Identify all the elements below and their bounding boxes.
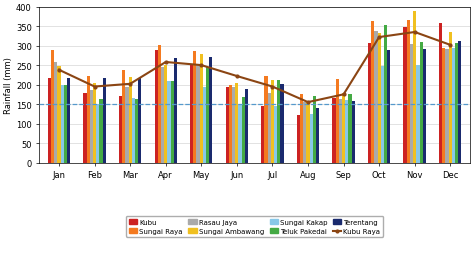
Bar	[374, 32, 377, 163]
Bar	[449, 33, 452, 163]
Bar	[197, 66, 200, 163]
Bar	[210, 57, 212, 163]
Bar	[61, 85, 64, 163]
Bar	[458, 42, 462, 163]
Bar	[274, 107, 277, 163]
Bar	[242, 98, 245, 163]
Bar	[313, 97, 316, 163]
Bar	[57, 67, 61, 163]
Bar	[384, 26, 387, 163]
Bar	[158, 46, 161, 163]
Bar	[277, 81, 281, 163]
Bar	[387, 51, 390, 163]
Bar	[316, 108, 319, 163]
Bar	[200, 55, 203, 163]
Bar	[423, 50, 426, 163]
Bar	[268, 94, 271, 163]
Bar	[64, 86, 67, 163]
Bar	[368, 43, 371, 163]
Bar	[442, 48, 446, 163]
Bar	[245, 90, 248, 163]
Bar	[410, 44, 413, 163]
Bar	[416, 66, 419, 163]
Bar	[206, 68, 210, 163]
Bar	[339, 100, 342, 163]
Bar	[238, 105, 242, 163]
Bar	[135, 100, 138, 163]
Bar	[138, 78, 141, 163]
Bar	[171, 81, 174, 163]
Bar	[226, 87, 229, 163]
Bar	[203, 87, 206, 163]
Bar	[51, 51, 54, 163]
Bar	[371, 22, 374, 163]
Bar	[455, 43, 458, 163]
Bar	[100, 100, 102, 163]
Bar	[119, 97, 122, 163]
Bar	[407, 21, 410, 163]
Legend: Kubu, Sungai Raya, Rasau Jaya, Sungai Ambawang, Sungai Kakap, Teluk Pakedai, Ter: Kubu, Sungai Raya, Rasau Jaya, Sungai Am…	[126, 216, 383, 237]
Bar	[381, 67, 384, 163]
Bar	[128, 77, 132, 163]
Bar	[261, 107, 264, 163]
Bar	[164, 66, 167, 163]
Bar	[377, 34, 381, 163]
Bar	[232, 87, 235, 163]
Bar	[452, 48, 455, 163]
Y-axis label: Rainfall (mm): Rainfall (mm)	[4, 57, 13, 114]
Bar	[342, 94, 345, 163]
Bar	[161, 68, 164, 163]
Bar	[96, 105, 100, 163]
Bar	[281, 85, 283, 163]
Bar	[403, 28, 407, 163]
Bar	[125, 87, 128, 163]
Bar	[264, 77, 268, 163]
Bar	[102, 78, 106, 163]
Bar	[174, 59, 177, 163]
Bar	[235, 83, 238, 163]
Bar	[83, 94, 87, 163]
Bar	[271, 81, 274, 163]
Bar	[167, 81, 171, 163]
Bar	[54, 63, 57, 163]
Bar	[345, 101, 348, 163]
Bar	[310, 114, 313, 163]
Bar	[439, 24, 442, 163]
Bar	[67, 78, 70, 163]
Bar	[229, 85, 232, 163]
Bar	[190, 66, 193, 163]
Bar	[446, 50, 449, 163]
Bar	[87, 77, 90, 163]
Bar	[48, 78, 51, 163]
Bar	[413, 11, 416, 163]
Bar	[306, 102, 310, 163]
Bar	[336, 80, 339, 163]
Bar	[303, 103, 306, 163]
Bar	[348, 95, 352, 163]
Bar	[90, 91, 93, 163]
Bar	[332, 99, 336, 163]
Bar	[419, 43, 423, 163]
Bar	[122, 71, 125, 163]
Bar	[352, 102, 355, 163]
Bar	[155, 50, 158, 163]
Bar	[193, 52, 197, 163]
Bar	[300, 95, 303, 163]
Bar	[297, 116, 300, 163]
Bar	[132, 99, 135, 163]
Bar	[93, 83, 96, 163]
